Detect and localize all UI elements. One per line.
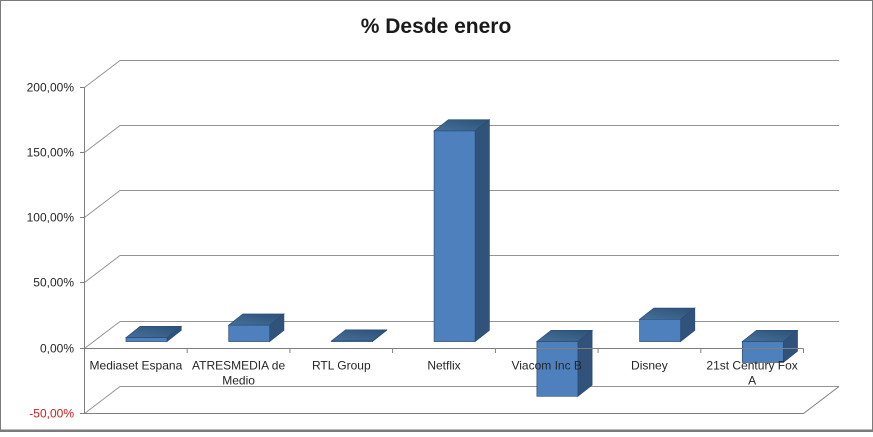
svg-text:Medio: Medio bbox=[222, 374, 255, 388]
svg-text:Viacom Inc B: Viacom Inc B bbox=[511, 359, 581, 373]
svg-text:-50,00%: -50,00% bbox=[29, 407, 74, 421]
svg-text:Netflix: Netflix bbox=[427, 359, 460, 373]
svg-text:A: A bbox=[748, 374, 756, 388]
svg-text:21st Century Fox: 21st Century Fox bbox=[706, 359, 797, 373]
svg-text:200,00%: 200,00% bbox=[27, 81, 75, 95]
svg-text:% Desde enero: % Desde enero bbox=[361, 15, 512, 38]
svg-text:RTL Group: RTL Group bbox=[312, 359, 371, 373]
svg-text:ATRESMEDIA de: ATRESMEDIA de bbox=[192, 359, 285, 373]
svg-text:Mediaset Espana: Mediaset Espana bbox=[90, 359, 183, 373]
svg-text:0,00%: 0,00% bbox=[40, 342, 74, 356]
svg-text:150,00%: 150,00% bbox=[27, 146, 75, 160]
svg-text:50,00%: 50,00% bbox=[33, 276, 74, 290]
svg-text:100,00%: 100,00% bbox=[27, 211, 75, 225]
svg-text:Disney: Disney bbox=[631, 359, 668, 373]
